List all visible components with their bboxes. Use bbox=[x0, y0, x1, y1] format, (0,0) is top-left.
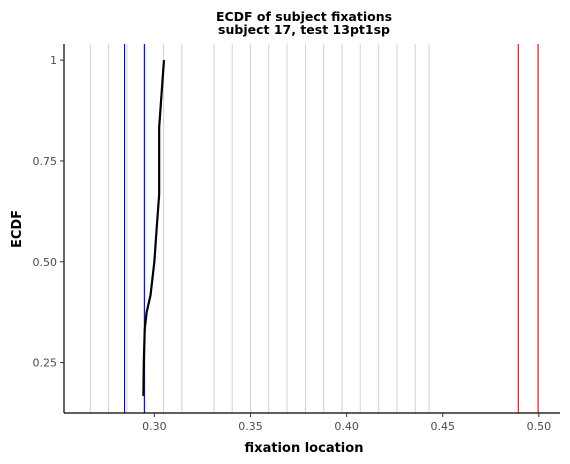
x-axis-title: fixation location bbox=[245, 441, 364, 456]
x-tick-label: 0.50 bbox=[527, 420, 552, 433]
reference-lines bbox=[89, 44, 539, 413]
y-tick-label: 0.25 bbox=[33, 357, 58, 370]
x-tick-label: 0.40 bbox=[334, 420, 359, 433]
x-tick-label: 0.30 bbox=[142, 420, 167, 433]
y-tick-label: 1 bbox=[50, 54, 57, 67]
y-axis-title: ECDF bbox=[10, 210, 25, 248]
chart-title: ECDF of subject fixations bbox=[216, 9, 392, 24]
x-tick-label: 0.45 bbox=[430, 420, 455, 433]
chart-subtitle: subject 17, test 13pt1sp bbox=[218, 22, 390, 37]
x-axis-ticks: 0.30 0.35 0.40 0.45 0.50 bbox=[142, 413, 551, 433]
ecdf-line bbox=[142, 60, 166, 397]
ecdf-series bbox=[142, 60, 166, 397]
y-tick-label: 0.75 bbox=[33, 155, 58, 168]
x-tick-label: 0.35 bbox=[238, 420, 263, 433]
y-tick-label: 0.50 bbox=[33, 256, 58, 269]
y-axis-ticks: 0.25 0.50 0.75 1 bbox=[33, 54, 64, 370]
